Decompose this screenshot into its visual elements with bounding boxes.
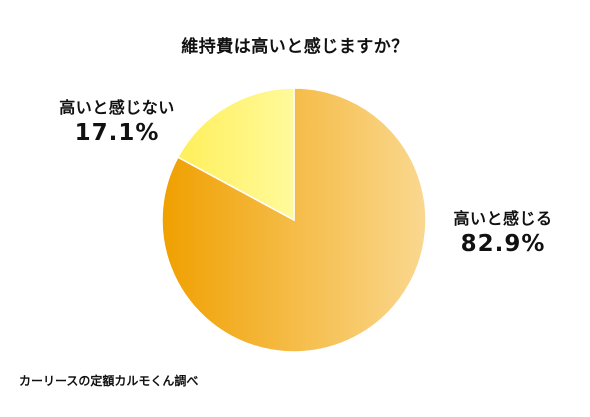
pie-slices <box>161 87 427 353</box>
slice-label-low: 高いと感じない 17.1% <box>52 94 182 146</box>
slice-label-high: 高いと感じる 82.9% <box>438 205 568 257</box>
slice-name-low: 高いと感じない <box>59 98 175 117</box>
slice-value-low: 17.1% <box>74 120 160 146</box>
pie-slice-low <box>176 87 295 222</box>
slice-name-high: 高いと感じる <box>453 209 553 228</box>
source-note: カーリースの定額カルモくん調べ <box>19 374 199 388</box>
pie-slice-high <box>161 87 427 353</box>
slice-value-high: 82.9% <box>460 231 546 257</box>
chart-title: 維持費は高いと感じますか？ <box>181 37 409 57</box>
